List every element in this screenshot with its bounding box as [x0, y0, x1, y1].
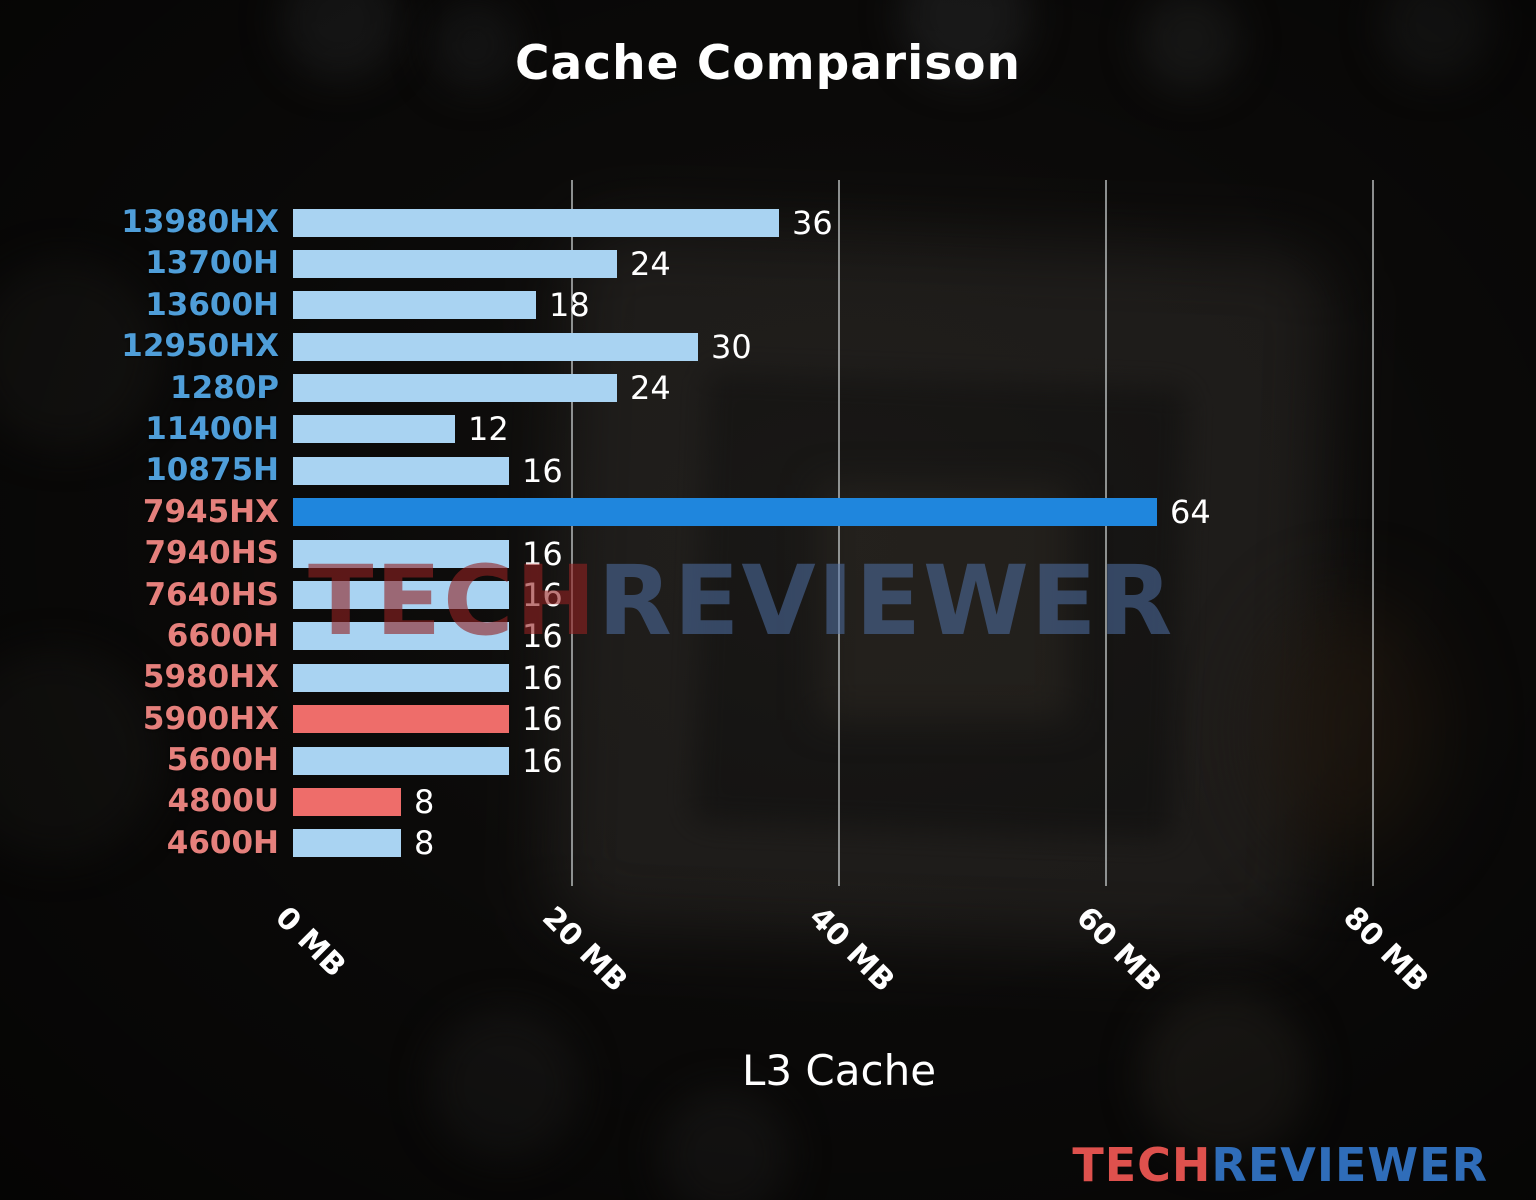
category-label: 7640HS: [144, 576, 279, 613]
value-label: 30: [711, 327, 752, 366]
bar-row: 13600H 18: [0, 285, 1373, 326]
bar-track: 36: [293, 203, 1373, 242]
bar: [293, 622, 509, 651]
bar-row: 5980HX 16: [0, 657, 1373, 698]
bar-row: 13700H 24: [0, 243, 1373, 284]
bar: [293, 415, 455, 444]
bar: [293, 332, 698, 361]
bar-row: 4600H 8: [0, 823, 1373, 864]
bar: [293, 291, 536, 320]
value-label: 12: [468, 410, 509, 449]
value-label: 16: [522, 576, 563, 615]
bar-rows: 13980HX 36 13700H 24 13600H 18 12950HX 30 1280P 2…: [0, 202, 1373, 864]
bar-row: 12950HX 30: [0, 326, 1373, 367]
value-label: 16: [522, 617, 563, 656]
bar: [293, 663, 509, 692]
bar-track: 16: [293, 451, 1373, 490]
value-label: 8: [414, 824, 435, 863]
category-label: 12950HX: [121, 328, 279, 365]
category-label: 7940HS: [144, 535, 279, 572]
category-label: 4800U: [167, 783, 279, 820]
bar: [293, 539, 509, 568]
bar-track: 16: [293, 741, 1373, 780]
techreviewer-logo: TECHREVIEWER: [1072, 1142, 1488, 1188]
category-label: 11400H: [145, 410, 279, 447]
bar: [293, 705, 509, 734]
bar: [293, 581, 509, 610]
bar-row: 4800U 8: [0, 781, 1373, 822]
value-label: 16: [522, 658, 563, 697]
bar-row: 7940HS 16: [0, 533, 1373, 574]
value-label: 16: [522, 534, 563, 573]
bar-row: 1280P 24: [0, 368, 1373, 409]
bar-track: 64: [293, 493, 1373, 532]
category-label: 5900HX: [142, 700, 279, 737]
bar-row: 13980HX 36: [0, 202, 1373, 243]
bar: [293, 746, 509, 775]
plot-area: 13980HX 36 13700H 24 13600H 18 12950HX 30 1280P 2…: [121, 180, 1374, 886]
bar-track: 16: [293, 534, 1373, 573]
bar-row: 5900HX 16: [0, 699, 1373, 740]
category-label: 13600H: [145, 286, 279, 323]
bar-row: 6600H 16: [0, 616, 1373, 657]
bar: [293, 829, 401, 858]
category-label: 13700H: [145, 245, 279, 282]
bar-track: 30: [293, 327, 1373, 366]
category-label: 4600H: [166, 824, 279, 861]
category-label: 5600H: [166, 742, 279, 779]
bar-track: 18: [293, 286, 1373, 325]
bar-track: 16: [293, 658, 1373, 697]
value-label: 16: [522, 700, 563, 739]
gridline: [1372, 180, 1374, 886]
value-label: 16: [522, 451, 563, 490]
value-label: 64: [1170, 493, 1211, 532]
category-label: 5980HX: [142, 659, 279, 696]
bar-track: 24: [293, 244, 1373, 283]
value-label: 36: [792, 203, 833, 242]
category-label: 1280P: [170, 369, 279, 406]
gridline: [838, 180, 840, 886]
value-label: 8: [414, 782, 435, 821]
logo-reviewer: REVIEWER: [1211, 1138, 1488, 1192]
bar-row: 5600H 16: [0, 740, 1373, 781]
value-label: 24: [630, 244, 671, 283]
bar: [293, 249, 617, 278]
value-label: 24: [630, 369, 671, 408]
bar-track: 16: [293, 617, 1373, 656]
logo-tech: TECH: [1072, 1138, 1212, 1192]
bar: [293, 374, 617, 403]
bar: [293, 498, 1157, 527]
gridlines: [305, 180, 1374, 886]
bar: [293, 208, 779, 237]
x-axis-label: L3 Cache: [741, 1046, 937, 1095]
bar-track: 12: [293, 410, 1373, 449]
bar-row: 10875H 16: [0, 450, 1373, 491]
category-label: 6600H: [166, 617, 279, 654]
bar-track: 16: [293, 700, 1373, 739]
category-label: 10875H: [145, 452, 279, 489]
bar: [293, 456, 509, 485]
gridline: [1105, 180, 1107, 886]
bar: [293, 787, 401, 816]
value-label: 16: [522, 741, 563, 780]
gridline: [571, 180, 573, 886]
bar-row: 7640HS 16: [0, 575, 1373, 616]
bar-track: 24: [293, 369, 1373, 408]
category-label: 13980HX: [121, 204, 279, 240]
bar-row: 11400H 12: [0, 409, 1373, 450]
bar-track: 16: [293, 576, 1373, 615]
bar-track: 8: [293, 782, 1373, 821]
chart-title: Cache Comparison: [515, 36, 1021, 91]
bar-row: 7945HX 64: [0, 492, 1373, 533]
bar-track: 8: [293, 824, 1373, 863]
value-label: 18: [549, 286, 590, 325]
category-label: 7945HX: [142, 493, 279, 530]
